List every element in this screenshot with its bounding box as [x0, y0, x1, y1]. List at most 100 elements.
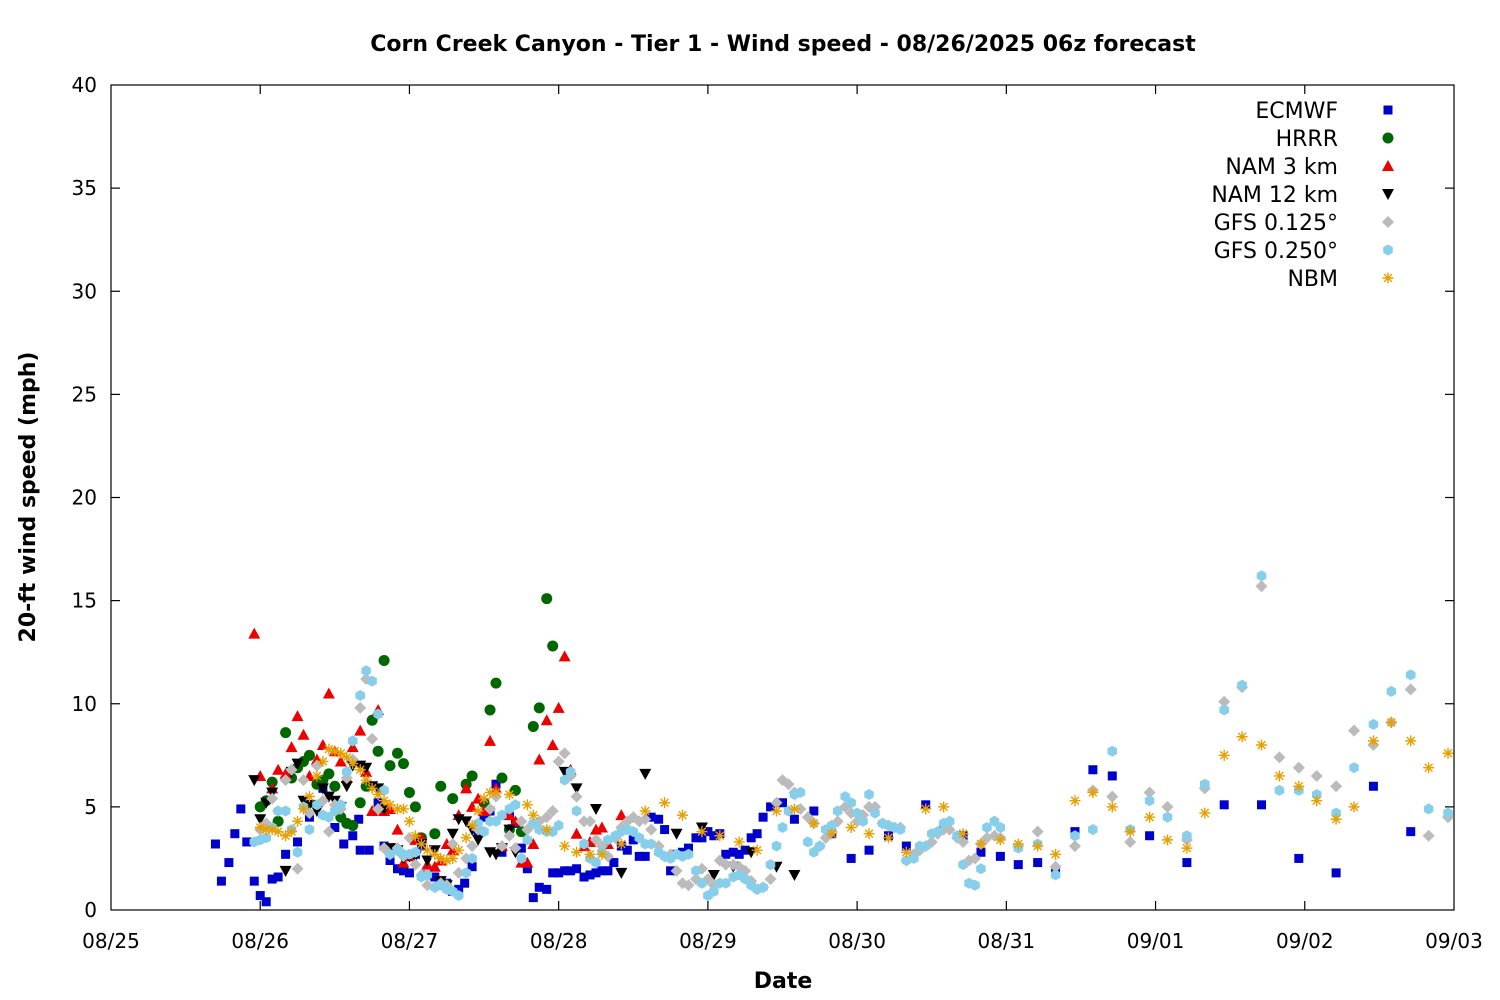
point-gfs-0-250: [765, 859, 776, 871]
point-gfs-0-125: [322, 825, 335, 838]
point-nam-3-km: [346, 741, 359, 753]
point-nam-12-km: [322, 791, 335, 803]
point-gfs-0-250: [385, 848, 395, 860]
point-nbm: [1161, 834, 1173, 846]
legend-label: GFS 0.250°: [1214, 239, 1338, 264]
point-ecmwf: [542, 884, 552, 894]
point-nbm: [354, 764, 366, 776]
point-ecmwf: [373, 798, 383, 808]
point-ecmwf: [1088, 765, 1098, 775]
point-nam-12-km: [310, 806, 323, 817]
point-nam-3-km: [297, 728, 310, 740]
point-nbm: [484, 786, 496, 798]
point-nbm: [863, 828, 875, 840]
point-nbm: [360, 774, 372, 786]
point-gfs-0-125: [1049, 860, 1062, 873]
point-gfs-0-250: [1274, 784, 1285, 796]
point-ecmwf: [230, 829, 240, 839]
point-gfs-0-125: [1273, 751, 1286, 764]
point-hrrr: [303, 749, 315, 761]
point-ecmwf: [534, 882, 544, 892]
legend-label: NAM 12 km: [1211, 183, 1338, 208]
point-nam-3-km: [540, 714, 553, 726]
point-hrrr: [484, 704, 496, 716]
x-tick-label: 08/31: [978, 929, 1036, 953]
legend-label: ECMWF: [1255, 99, 1338, 124]
point-gfs-0-250: [336, 799, 346, 811]
point-gfs-0-125: [782, 778, 795, 791]
point-nam-3-km: [322, 687, 335, 699]
point-nbm: [1442, 747, 1454, 759]
point-gfs-0-250: [932, 826, 943, 838]
point-gfs-0-250: [410, 846, 421, 858]
point-gfs-0-250: [989, 815, 1000, 827]
point-hrrr: [266, 776, 278, 788]
point-gfs-0-250: [1200, 778, 1210, 790]
point-gfs-0-125: [403, 831, 416, 844]
point-gfs-0-125: [1143, 786, 1156, 799]
point-nbm: [1124, 826, 1136, 838]
point-nam-12-km: [446, 828, 459, 840]
point-nam-12-km: [615, 867, 628, 879]
point-nbm: [341, 751, 353, 763]
point-hrrr: [429, 828, 441, 840]
point-gfs-0-125: [1218, 695, 1231, 708]
point-nbm: [1367, 735, 1379, 747]
point-nbm: [429, 848, 441, 860]
point-nam-3-km: [428, 860, 441, 872]
point-ecmwf: [609, 858, 619, 868]
point-nbm: [297, 803, 309, 815]
point-nbm: [286, 826, 298, 838]
point-hrrr: [347, 819, 359, 831]
point-nbm: [1032, 840, 1044, 852]
point-nbm: [1311, 795, 1323, 807]
point-nbm: [1423, 762, 1435, 774]
point-gfs-0-250: [591, 857, 601, 869]
point-gfs-0-250: [1070, 830, 1080, 842]
point-hrrr: [397, 758, 409, 770]
x-tick-label: 09/02: [1276, 929, 1334, 953]
point-nam-12-km: [340, 781, 353, 793]
point-gfs-0-250: [361, 665, 371, 677]
point-gfs-0-250: [895, 824, 906, 836]
point-gfs-0-250: [709, 885, 719, 897]
x-tick-label: 09/03: [1425, 929, 1483, 953]
point-nbm: [527, 809, 539, 821]
point-gfs-0-250: [691, 865, 701, 877]
point-ecmwf: [660, 825, 670, 835]
point-nbm: [453, 844, 465, 856]
point-gfs-0-250: [1423, 803, 1434, 815]
point-gfs-0-250: [379, 784, 389, 796]
x-tick-label: 08/25: [82, 929, 140, 953]
point-ecmwf: [398, 866, 408, 876]
point-nam-3-km: [595, 821, 608, 833]
point-gfs-0-125: [366, 732, 379, 745]
point-nbm: [421, 844, 433, 856]
point-ecmwf: [364, 845, 374, 855]
point-nbm: [639, 805, 651, 817]
point-nbm: [1050, 848, 1062, 860]
point-nam-12-km: [589, 803, 602, 815]
point-nbm: [441, 855, 453, 866]
point-ecmwf: [789, 814, 799, 824]
point-gfs-0-250: [1386, 685, 1397, 697]
point-gfs-0-125: [552, 755, 565, 768]
point-nbm: [329, 745, 341, 757]
point-nam-3-km: [552, 701, 565, 713]
point-ecmwf: [1107, 771, 1117, 781]
point-gfs-0-250: [422, 869, 433, 881]
point-nam-3-km: [546, 739, 559, 750]
point-nbm: [596, 848, 608, 860]
y-tick-label: 30: [72, 279, 97, 303]
point-gfs-0-250: [852, 807, 862, 819]
point-gfs-0-125: [819, 831, 832, 844]
point-ecmwf: [467, 862, 477, 872]
point-gfs-0-250: [921, 840, 931, 852]
point-nbm: [615, 838, 627, 850]
point-nbm: [957, 828, 969, 840]
point-gfs-0-250: [1050, 869, 1061, 881]
point-gfs-0-250: [565, 766, 576, 778]
point-nbm: [1330, 813, 1342, 825]
point-gfs-0-125: [670, 864, 683, 877]
